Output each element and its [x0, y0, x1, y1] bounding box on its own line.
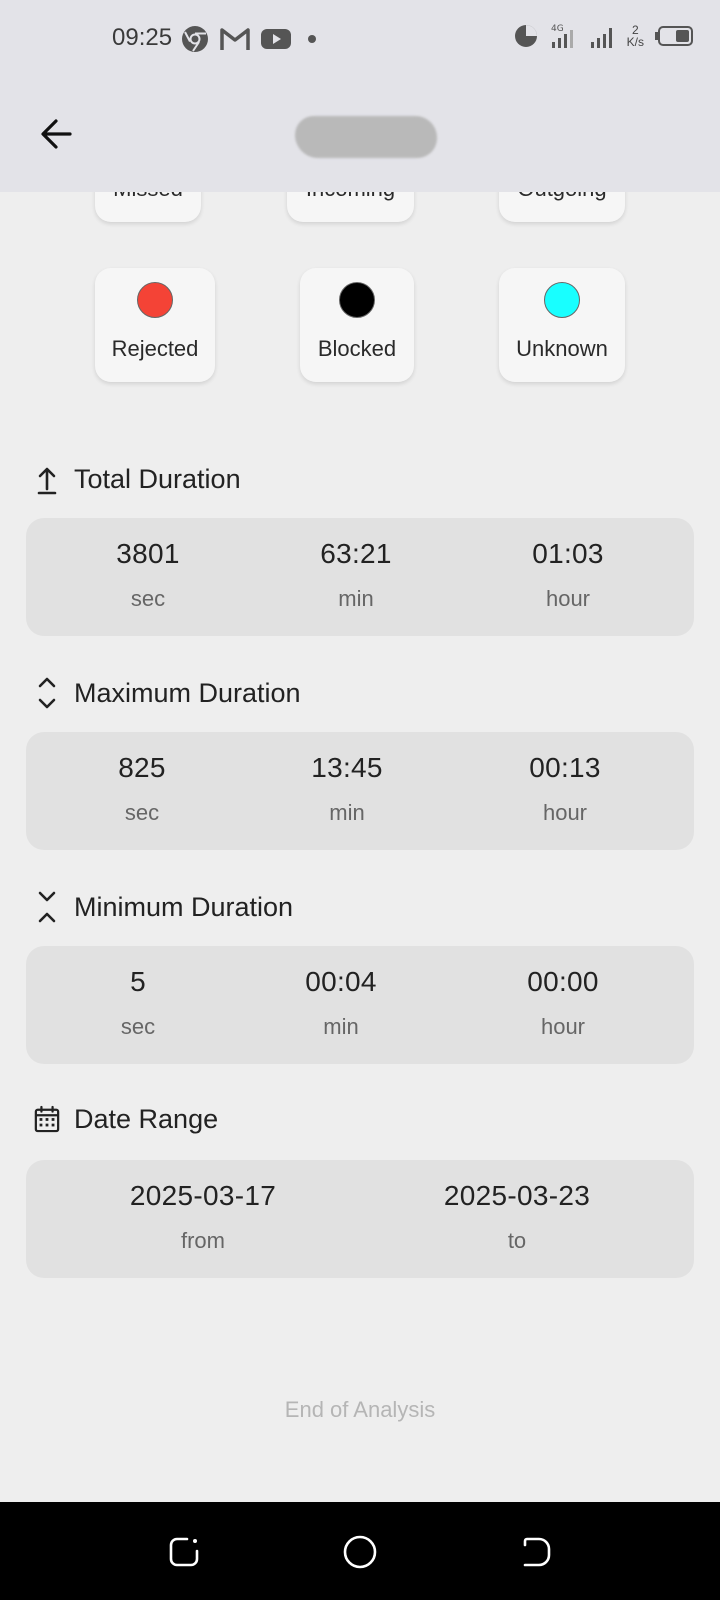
analysis-content[interactable]: Missed Incoming Outgoing Rejected Blocke…: [0, 142, 720, 1502]
minimum-duration-card: 5 sec 00:04 min 00:00 hour: [26, 946, 694, 1064]
back-button[interactable]: [30, 108, 82, 160]
maximum-duration-header: Maximum Duration: [34, 676, 301, 710]
chrome-icon: [182, 26, 208, 52]
collapse-icon: [34, 890, 60, 924]
stat-unit: hour: [542, 800, 588, 825]
expand-icon: [34, 676, 60, 710]
unknown-color-dot: [544, 282, 580, 318]
maximum-duration-card: 825 sec 13:45 min 00:13 hour: [26, 732, 694, 850]
battery-icon: [655, 26, 693, 46]
stat-unit: sec: [120, 1014, 156, 1039]
date-to: 2025-03-23 to: [444, 1180, 590, 1254]
recents-button[interactable]: [164, 1532, 204, 1572]
notification-icons: [180, 24, 316, 54]
stat-min: 63:21 min: [320, 538, 392, 612]
rejected-color-dot: [137, 282, 173, 318]
home-icon: [343, 1535, 377, 1569]
stat-unit: min: [323, 1014, 359, 1039]
chip-label: Rejected: [111, 336, 199, 361]
stat-unit: hour: [545, 586, 591, 611]
stat-value: 00:04: [305, 966, 377, 997]
section-title: Total Duration: [74, 463, 241, 494]
youtube-icon: [261, 29, 291, 49]
section-title: Date Range: [74, 1103, 219, 1134]
home-button[interactable]: [340, 1532, 380, 1572]
back-nav-button[interactable]: [516, 1532, 556, 1572]
stat-unit: to: [507, 1228, 527, 1253]
section-title: Maximum Duration: [74, 677, 301, 708]
stat-value: 13:45: [311, 752, 383, 783]
data-saver-icon: [514, 25, 537, 47]
stat-min: 13:45 min: [311, 752, 383, 826]
status-time: 09:25: [112, 24, 173, 51]
net-speed-unit: K/s: [626, 35, 644, 49]
stat-value: 00:00: [527, 966, 599, 997]
stat-value: 00:13: [529, 752, 601, 783]
stat-sec: 825 sec: [118, 752, 166, 826]
minimum-duration-header: Minimum Duration: [34, 890, 293, 924]
recents-icon: [169, 1537, 199, 1567]
stat-unit: hour: [540, 1014, 586, 1039]
blocked-color-dot: [339, 282, 375, 318]
stat-value: 3801: [116, 538, 180, 569]
filter-chip-unknown[interactable]: Unknown: [499, 268, 625, 382]
date-from: 2025-03-17 from: [130, 1180, 276, 1254]
stat-value: 63:21: [320, 538, 392, 569]
stat-min: 00:04 min: [305, 966, 377, 1040]
section-title: Minimum Duration: [74, 891, 294, 922]
signal-icon: [590, 28, 612, 48]
signal-4g-icon: 4G: [551, 24, 573, 48]
total-duration-card: 3801 sec 63:21 min 01:03 hour: [26, 518, 694, 636]
chip-label: Blocked: [317, 336, 397, 361]
filter-chip-blocked[interactable]: Blocked: [300, 268, 414, 382]
total-duration-header: Total Duration: [34, 462, 241, 496]
stat-sec: 5 sec: [121, 966, 155, 1040]
stat-unit: sec: [124, 800, 160, 825]
system-icons: 4G 2 K/s: [513, 22, 694, 50]
stat-unit: from: [180, 1228, 225, 1253]
app-bar: [0, 80, 720, 192]
upload-icon: [34, 462, 60, 496]
arrow-left-icon: [41, 119, 72, 149]
status-bar: 09:25 4G: [0, 0, 720, 80]
date-range-card: 2025-03-17 from 2025-03-23 to: [26, 1160, 694, 1278]
stat-value: 5: [130, 966, 146, 997]
end-of-analysis-text: End of Analysis: [284, 1397, 436, 1422]
chip-label: Unknown: [516, 336, 608, 361]
stat-value: 01:03: [532, 538, 604, 569]
stat-value: 2025-03-17: [129, 1180, 277, 1211]
page-title-redacted: [295, 116, 437, 158]
stat-value: 825: [118, 752, 166, 783]
stat-sec: 3801 sec: [116, 538, 180, 612]
net-speed: 2 K/s: [627, 24, 644, 48]
system-nav-bar: [0, 1502, 720, 1600]
stat-unit: min: [329, 800, 365, 825]
stat-unit: sec: [130, 586, 166, 611]
svg-text:4G: 4G: [551, 24, 564, 34]
filter-chip-rejected[interactable]: Rejected: [95, 268, 215, 382]
back-gesture-icon: [523, 1537, 551, 1567]
stat-hour: 01:03 hour: [532, 538, 604, 612]
stat-value: 2025-03-23: [443, 1180, 591, 1211]
date-range-header: Date Range: [34, 1102, 218, 1136]
stat-hour: 00:13 hour: [529, 752, 601, 826]
more-notifications-icon: [308, 35, 316, 43]
net-speed-value: 2: [631, 23, 639, 37]
stat-hour: 00:00 hour: [527, 966, 599, 1040]
stat-unit: min: [338, 586, 374, 611]
gmail-icon: [220, 28, 250, 50]
calendar-icon: [34, 1102, 60, 1136]
